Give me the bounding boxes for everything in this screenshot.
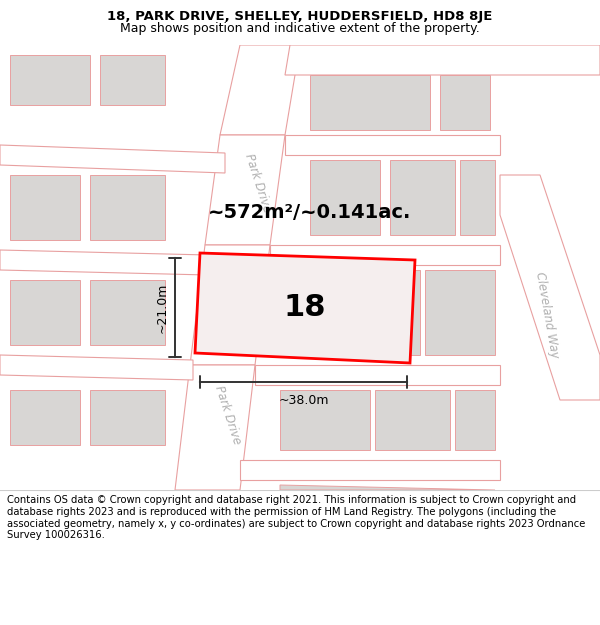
Text: Cleveland Way: Cleveland Way [533, 271, 561, 359]
Polygon shape [440, 75, 490, 130]
Polygon shape [310, 75, 430, 130]
Polygon shape [425, 270, 495, 355]
Polygon shape [195, 253, 415, 363]
Polygon shape [285, 45, 600, 75]
Polygon shape [205, 135, 285, 245]
Polygon shape [285, 135, 500, 155]
Polygon shape [335, 270, 420, 355]
Polygon shape [455, 390, 495, 450]
Polygon shape [220, 45, 300, 135]
Polygon shape [390, 160, 455, 235]
Text: 18, PARK DRIVE, SHELLEY, HUDDERSFIELD, HD8 8JE: 18, PARK DRIVE, SHELLEY, HUDDERSFIELD, H… [107, 10, 493, 23]
Text: Park Drive: Park Drive [242, 152, 274, 214]
Polygon shape [175, 365, 255, 490]
Polygon shape [10, 390, 80, 445]
Text: Contains OS data © Crown copyright and database right 2021. This information is : Contains OS data © Crown copyright and d… [7, 496, 586, 540]
Polygon shape [280, 485, 495, 490]
Polygon shape [255, 365, 500, 385]
Polygon shape [240, 460, 500, 480]
Polygon shape [0, 145, 225, 173]
Polygon shape [90, 390, 165, 445]
Polygon shape [10, 55, 90, 105]
Text: ~572m²/~0.141ac.: ~572m²/~0.141ac. [208, 204, 412, 222]
Polygon shape [275, 270, 330, 355]
Polygon shape [90, 280, 165, 345]
Polygon shape [10, 175, 80, 240]
Polygon shape [500, 175, 600, 400]
Polygon shape [375, 390, 450, 450]
Polygon shape [0, 355, 193, 380]
Polygon shape [10, 280, 80, 345]
Polygon shape [280, 390, 370, 450]
Text: ~38.0m: ~38.0m [278, 394, 329, 407]
Text: 18: 18 [284, 292, 326, 321]
Polygon shape [100, 55, 165, 105]
Text: ~21.0m: ~21.0m [156, 282, 169, 332]
Polygon shape [190, 245, 270, 365]
Polygon shape [270, 245, 500, 265]
Text: Map shows position and indicative extent of the property.: Map shows position and indicative extent… [120, 22, 480, 35]
Polygon shape [460, 160, 495, 235]
Text: Park Drive: Park Drive [212, 384, 244, 446]
Polygon shape [90, 175, 165, 240]
Polygon shape [310, 160, 380, 235]
Polygon shape [0, 250, 208, 275]
